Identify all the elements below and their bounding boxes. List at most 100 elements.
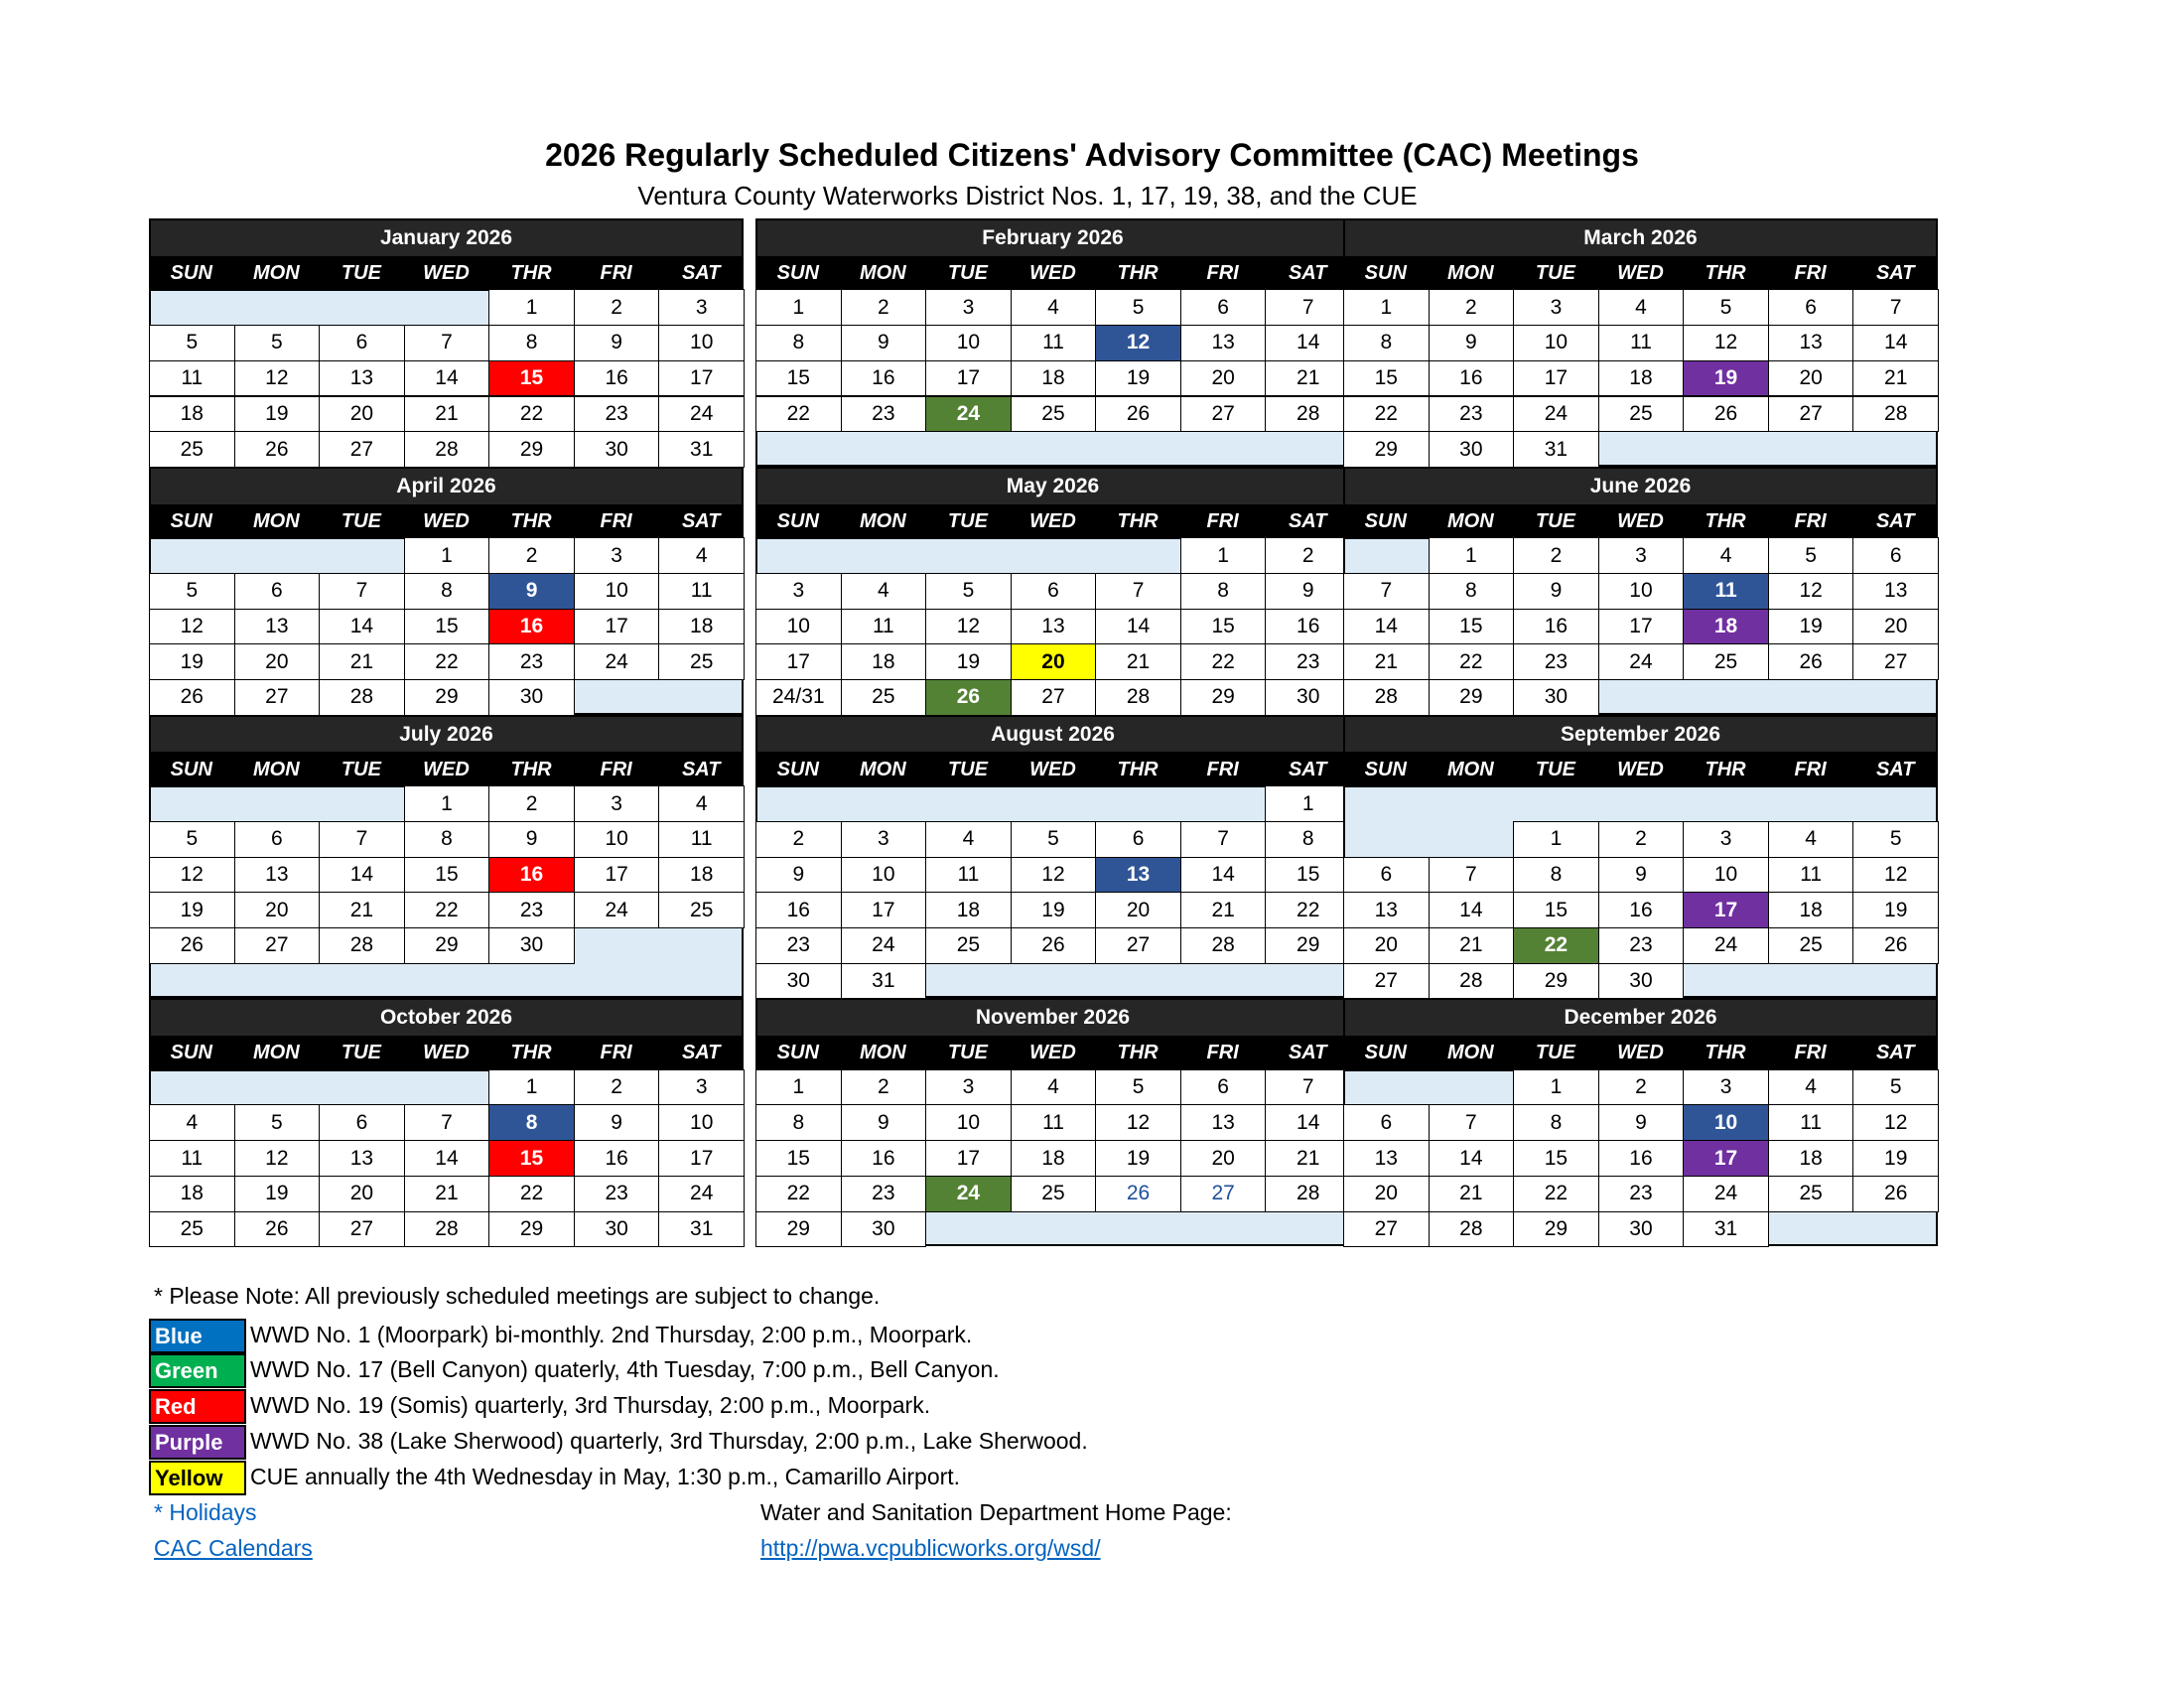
calendars-link[interactable]: CAC Calendars (154, 1534, 313, 1561)
weekday: TUE (1513, 1036, 1598, 1071)
day: 2 (840, 289, 927, 327)
home-link[interactable]: http://pwa.vcpublicworks.org/wsd/ (760, 1534, 1101, 1561)
day: 30 (1597, 962, 1685, 1000)
day: 12 (1852, 856, 1939, 894)
day: 9 (1428, 325, 1515, 361)
weekday: TUE (319, 503, 404, 540)
day: 31 (840, 962, 927, 1000)
day: 1 (403, 537, 490, 574)
day: 2 (488, 785, 575, 822)
day: 15 (1179, 608, 1267, 645)
weekday: SAT (1852, 1036, 1938, 1071)
day: 22 (403, 643, 490, 681)
day: 11 (1010, 325, 1097, 361)
day: 30 (1428, 431, 1515, 468)
day: 24 (573, 643, 660, 681)
day: 29 (755, 1210, 842, 1248)
day: 10 (658, 1104, 745, 1142)
day: 27 (1852, 643, 1939, 681)
weekday: TUE (319, 1036, 404, 1071)
day: 29 (403, 926, 490, 964)
day: 25 (1010, 1175, 1097, 1212)
weekday: TUE (925, 255, 1011, 292)
day: 28 (1095, 679, 1181, 716)
day: 1 (1343, 289, 1430, 327)
day: 7 (1428, 856, 1515, 894)
day: 27 (1767, 395, 1854, 433)
day: 18 (658, 608, 745, 645)
holidays-link[interactable]: * Holidays (154, 1499, 257, 1526)
weekday: SUN (755, 255, 841, 292)
day: 28 (1428, 1210, 1515, 1248)
day: 8 (1265, 820, 1351, 858)
day: 2 (1513, 537, 1599, 574)
day: 28 (1852, 395, 1939, 433)
day: 21 (1095, 643, 1181, 681)
day: 18 (840, 643, 927, 681)
day: 12 (233, 1140, 321, 1177)
meeting-day: 18 (1683, 608, 1769, 645)
day: 1 (755, 289, 842, 327)
day: 15 (403, 856, 490, 894)
day: 16 (840, 1140, 927, 1177)
weekday: SAT (658, 752, 744, 788)
day: 13 (233, 856, 321, 894)
day: 8 (1179, 572, 1267, 610)
day: 28 (1428, 962, 1515, 1000)
day: 30 (573, 431, 660, 468)
weekday: WED (1010, 1036, 1096, 1071)
day: 21 (1265, 359, 1351, 397)
month: February 2026 SUN MON TUE WED THR FRI SAT 1 2 3 4 5 6… (755, 218, 1351, 467)
day: 6 (1179, 1068, 1267, 1106)
day: 25 (658, 643, 745, 681)
day: 10 (573, 820, 660, 858)
day: 16 (1513, 608, 1599, 645)
day: 5 (1852, 820, 1939, 858)
day: 16 (573, 1140, 660, 1177)
day: 10 (840, 856, 927, 894)
day: 26 (149, 926, 235, 964)
day: 20 (233, 643, 321, 681)
day: 12 (1767, 572, 1854, 610)
day: 5 (925, 572, 1012, 610)
day: 6 (1852, 537, 1939, 574)
day: 10 (573, 572, 660, 610)
day: 9 (1265, 572, 1351, 610)
day: 25 (658, 892, 745, 928)
weekday: THR (1095, 752, 1180, 788)
weekday: MON (840, 503, 926, 540)
day: 30 (1513, 679, 1599, 716)
weekday: FRI (1767, 255, 1853, 292)
day: 17 (658, 1140, 745, 1177)
day: 8 (1428, 572, 1515, 610)
day: 1 (1179, 537, 1267, 574)
day: 1 (1265, 785, 1351, 822)
weekday: SUN (1343, 503, 1429, 540)
day: 13 (1852, 572, 1939, 610)
title: 2026 Regularly Scheduled Citizens' Advis… (545, 137, 1639, 173)
month-name: July 2026 (151, 716, 742, 753)
day: 14 (1428, 892, 1515, 928)
day: 5 (233, 325, 321, 361)
day: 8 (488, 325, 575, 361)
day: 24 (573, 892, 660, 928)
day: 7 (1852, 289, 1939, 327)
day: 5 (1010, 820, 1097, 858)
day: 3 (1683, 1068, 1769, 1106)
day: 26 (1095, 395, 1181, 433)
day: 3 (573, 537, 660, 574)
day: 24 (658, 395, 745, 433)
day: 29 (1513, 962, 1599, 1000)
day: 17 (840, 892, 927, 928)
day: 21 (1265, 1140, 1351, 1177)
day: 20 (1179, 1140, 1267, 1177)
day: 17 (755, 643, 842, 681)
weekday: THR (1683, 752, 1768, 788)
day: 27 (1010, 679, 1097, 716)
month: December 2026 SUN MON TUE WED THR FRI SAT 1 2 3 4 5 6… (1343, 998, 1939, 1248)
day: 8 (755, 1104, 842, 1142)
meeting-day: 17 (1683, 1140, 1769, 1177)
day: 13 (1010, 608, 1097, 645)
meeting-day: 10 (1683, 1104, 1769, 1142)
day: 3 (1597, 537, 1685, 574)
